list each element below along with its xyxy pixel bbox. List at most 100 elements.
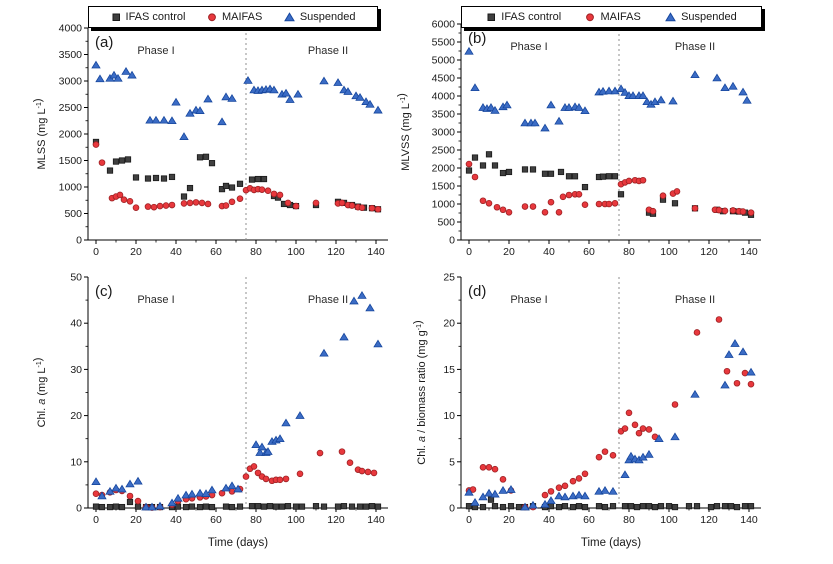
data-point: [227, 94, 237, 102]
y-tick-label: 6000: [432, 19, 456, 31]
data-point: [547, 170, 555, 177]
data-point: [132, 174, 140, 181]
data-point: [264, 187, 272, 195]
data-point: [479, 162, 487, 169]
data-point: [685, 503, 693, 510]
data-point: [609, 452, 617, 459]
data-point: [356, 503, 364, 510]
x-tick-label: 80: [250, 246, 262, 258]
data-point: [498, 485, 508, 494]
data-point: [499, 206, 507, 214]
panel-a: 0 20 40 60 80 100 120 140 0 500 1000 1500 2000 2500 30…: [32, 23, 388, 258]
data-point: [120, 196, 128, 204]
data-point: [605, 200, 613, 208]
data-point: [116, 191, 124, 199]
data-point: [728, 81, 738, 90]
data-point: [601, 448, 609, 455]
data-point: [521, 166, 529, 173]
y-tick-label: 20: [70, 410, 82, 422]
data-point: [575, 503, 583, 510]
y-tick-label: 25: [443, 272, 455, 284]
data-point: [281, 418, 291, 427]
x-tick-label: 140: [367, 246, 385, 258]
data-point: [109, 70, 119, 79]
data-point: [645, 503, 653, 510]
y-tick-label: 2500: [59, 102, 83, 114]
y-tick-label: 10: [70, 456, 82, 468]
data-point: [581, 470, 589, 478]
data-point: [505, 168, 513, 176]
data-point: [358, 467, 366, 475]
legend-item-maifas: MAIFAS: [585, 11, 641, 23]
legend-label: IFAS control: [125, 11, 186, 23]
y-tick-label: 5: [449, 456, 455, 468]
data-point: [465, 503, 473, 510]
data-point: [262, 475, 270, 483]
x-tick-label: 40: [170, 246, 182, 258]
y-tick-label: 1000: [59, 182, 83, 194]
data-point: [106, 167, 114, 174]
data-point: [490, 489, 500, 498]
data-point: [693, 503, 701, 510]
data-point: [243, 75, 253, 84]
data-point: [144, 203, 152, 210]
data-point: [670, 432, 680, 441]
data-point: [541, 208, 549, 216]
data-point: [464, 46, 474, 55]
data-point: [159, 115, 169, 124]
data-point: [316, 449, 324, 457]
y-tick-label: 0: [76, 503, 82, 515]
data-point: [727, 503, 735, 510]
triangle-marker-icon: [665, 12, 676, 22]
data-point: [499, 503, 507, 511]
data-point: [203, 94, 213, 103]
data-point: [248, 503, 256, 510]
x-tick-label: 100: [287, 514, 305, 526]
y-tick-labels: 0 500 1000 1500 2000 2500 3000 3500 4000: [59, 23, 88, 247]
data-point: [121, 66, 131, 75]
y-tick-label: 2000: [59, 129, 83, 141]
y-tick-label: 5000: [432, 55, 456, 67]
data-point: [691, 205, 699, 212]
phase-2-label: Phase II: [675, 294, 715, 306]
data-point: [368, 503, 376, 510]
x-axis-label: Time (days): [581, 537, 641, 549]
data-point: [639, 176, 647, 184]
data-point: [465, 160, 473, 168]
circle-marker-icon: [208, 13, 216, 22]
data-point: [112, 503, 120, 510]
x-tick-label: 60: [210, 246, 222, 258]
phase-1-label: Phase I: [137, 45, 174, 57]
data-point: [668, 96, 678, 105]
data-point: [547, 488, 555, 495]
x-tick-label: 100: [660, 246, 678, 258]
data-point: [260, 175, 268, 183]
data-point: [217, 117, 227, 126]
data-point: [132, 204, 140, 211]
x-tick-labels: 0 20 40 60 80 100 120 140: [466, 508, 758, 526]
data-point: [228, 503, 236, 511]
data-point: [561, 503, 569, 510]
data-point: [254, 175, 262, 183]
data-point: [721, 207, 729, 215]
data-point: [493, 203, 501, 211]
data-point: [97, 491, 107, 500]
data-point: [715, 316, 723, 323]
data-point: [362, 503, 370, 510]
data-point: [195, 488, 205, 497]
data-point: [724, 350, 734, 358]
data-point: [373, 339, 383, 348]
phase-1-label: Phase I: [510, 294, 547, 306]
data-point: [470, 83, 480, 92]
data-point: [484, 488, 494, 497]
data-point: [218, 186, 226, 193]
legend-label: Suspended: [299, 11, 356, 23]
data-point: [595, 503, 603, 510]
data-point: [656, 95, 666, 104]
data-point: [173, 493, 183, 502]
data-point: [124, 156, 132, 163]
square-marker-icon: [487, 13, 496, 21]
data-point: [565, 191, 573, 199]
data-point: [491, 162, 499, 169]
